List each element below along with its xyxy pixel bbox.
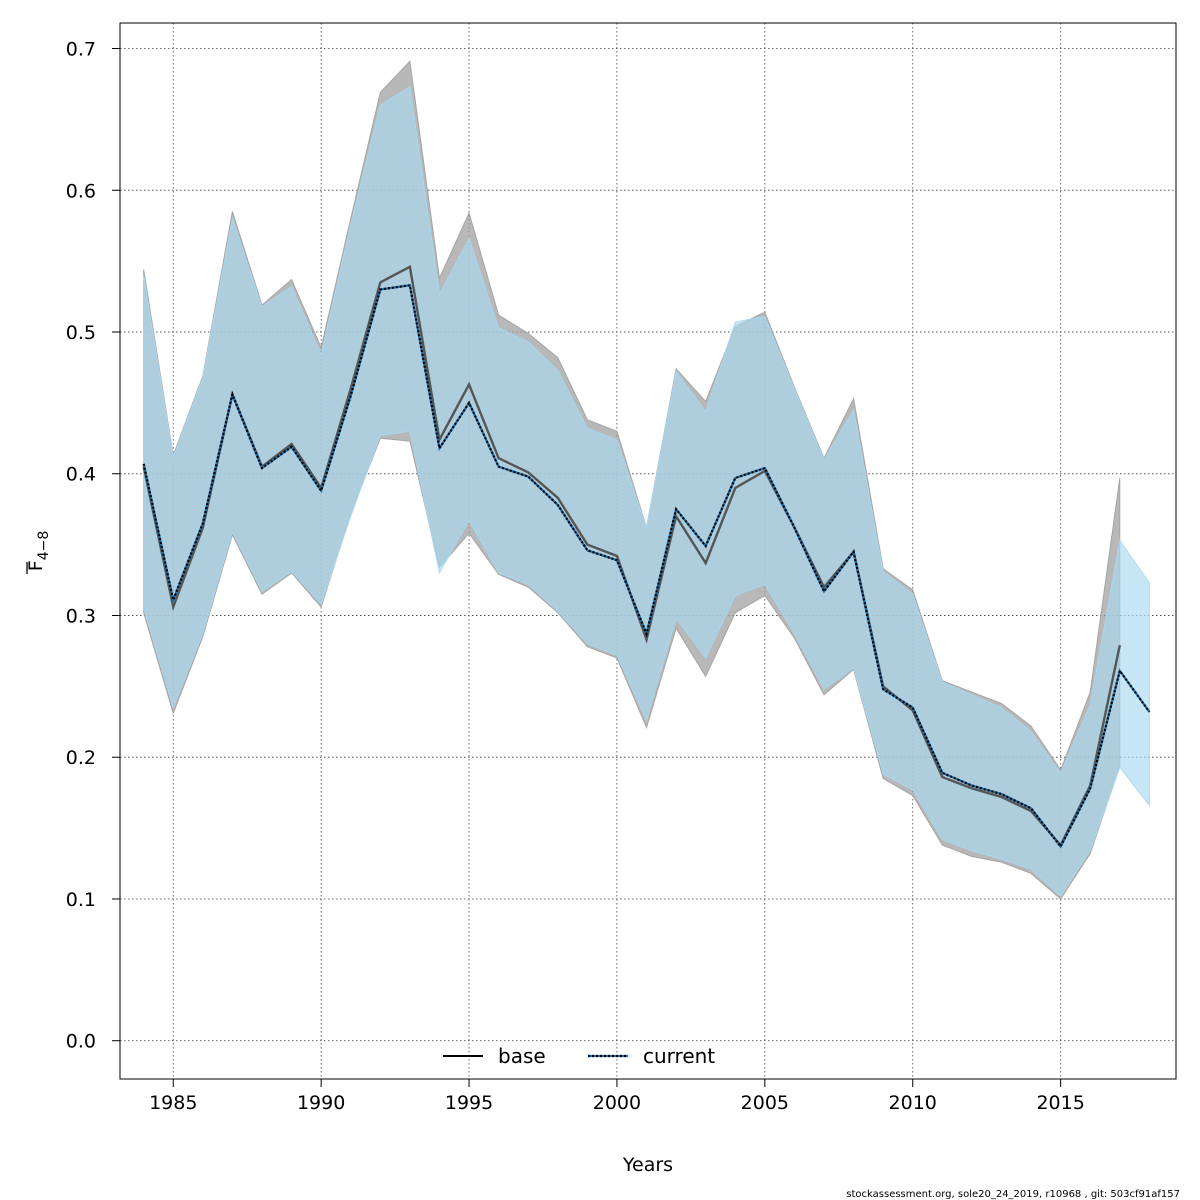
y-tick-label: 0.2 [66, 747, 96, 769]
y-tick-label: 0.1 [66, 889, 96, 911]
y-tick-label: 0.3 [66, 605, 96, 627]
x-tick-label: 1990 [297, 1092, 345, 1114]
y-tick-label: 0.0 [66, 1031, 96, 1053]
y-tick-label: 0.4 [66, 464, 96, 486]
x-axis-label: Years [622, 1154, 673, 1176]
legend-current-label: current [643, 1044, 715, 1068]
confidence-bands [143, 60, 1150, 900]
y-axis-label-sub: 4−8 [36, 531, 52, 561]
y-axis-label-main: F [25, 560, 47, 571]
footer-text: stockassessment.org, sole20_24_2019, r10… [846, 1189, 1180, 1200]
x-tick-label: 1995 [445, 1092, 493, 1114]
plot-frame [119, 22, 1177, 1080]
x-tick-label: 1985 [149, 1092, 197, 1114]
svg-text:F4−8: F4−8 [25, 531, 52, 571]
x-tick-label: 2000 [593, 1092, 641, 1114]
y-axis-label: F4−8 [25, 531, 52, 574]
current-line-dots [142, 283, 1151, 849]
y-tick-label: 0.7 [66, 39, 96, 61]
x-tick-label: 2015 [1036, 1092, 1084, 1114]
y-tick-label: 0.5 [66, 322, 96, 344]
series-lines [142, 264, 1151, 849]
x-tick-label: 2005 [741, 1092, 789, 1114]
y-tick-label: 0.6 [66, 180, 96, 202]
current-confidence-band [143, 85, 1150, 897]
x-tick-label: 2010 [889, 1092, 937, 1114]
axes: 1985 1990 1995 2000 2005 2010 2015 0.0 0.1 0.2 0.3… [66, 39, 1085, 1114]
legend: base current [443, 1044, 715, 1068]
legend-base-label: base [498, 1044, 546, 1068]
